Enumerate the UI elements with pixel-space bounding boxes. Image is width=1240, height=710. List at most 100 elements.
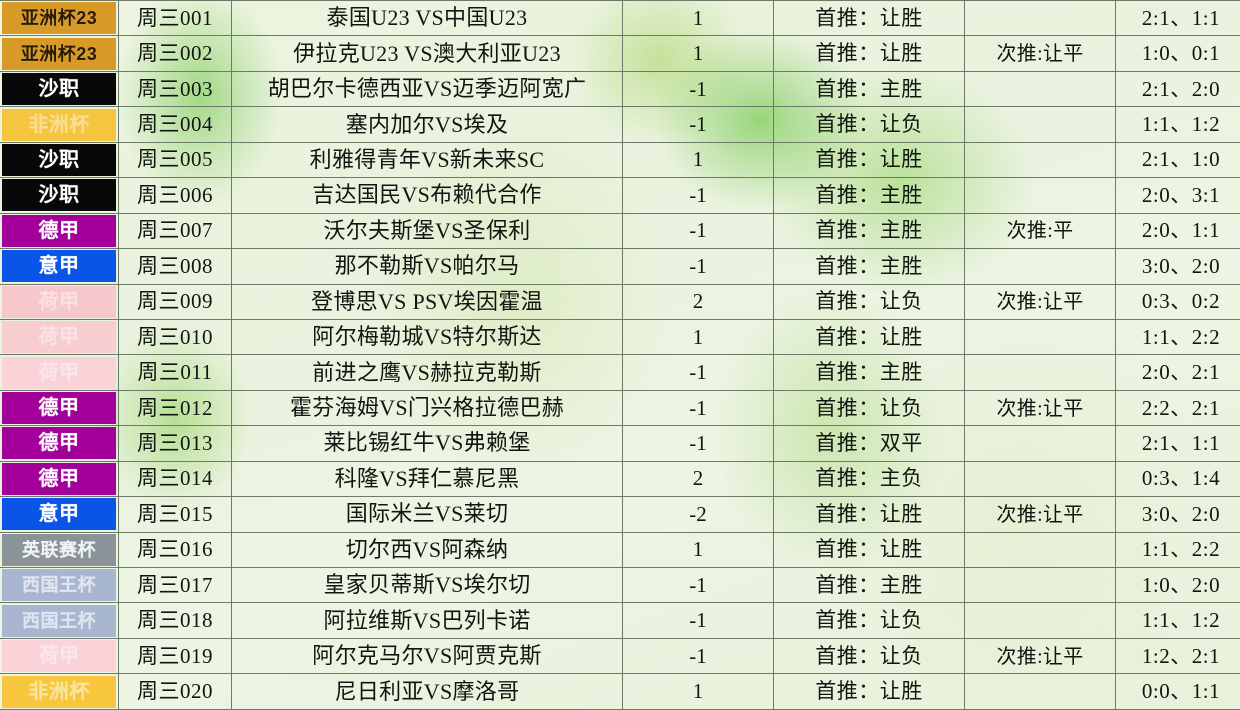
- match-id-label: 周三020: [137, 679, 213, 704]
- match-id-cell: 周三019: [118, 637, 232, 675]
- fixture-label: 国际米兰VS莱切: [345, 501, 509, 527]
- number-label: -1: [689, 608, 707, 633]
- league-badge: 意甲: [2, 250, 116, 283]
- match-id-label: 周三003: [137, 76, 213, 101]
- number-cell: 1: [622, 531, 774, 569]
- score-label: 2:0、3:1: [1141, 182, 1221, 207]
- score-label: 3:0、2:0: [1141, 253, 1221, 278]
- score-label: 1:0、2:0: [1141, 572, 1221, 597]
- table-row[interactable]: 沙职 周三005 利雅得青年VS新未来SC 1 首推：让胜 2:1、1:0: [0, 141, 1240, 179]
- league-tag-cell: 荷甲: [0, 283, 119, 320]
- league-tag-cell: 沙职: [0, 70, 119, 108]
- second-pick-cell: [964, 0, 1116, 37]
- match-id-cell: 周三005: [118, 141, 232, 179]
- number-label: -2: [689, 501, 707, 526]
- number-label: -1: [689, 572, 707, 597]
- number-label: -1: [689, 253, 707, 278]
- second-pick-label: 次推:让平: [996, 397, 1084, 420]
- table-row[interactable]: 非洲杯 周三004 塞内加尔VS埃及 -1 首推：让负 1:1、1:2: [0, 106, 1240, 143]
- first-pick-label: 首推：让负: [815, 395, 923, 420]
- first-pick-label: 首推：让负: [815, 643, 923, 668]
- table-row[interactable]: 沙职 周三003 胡巴尔卡德西亚VS迈季迈阿宽广 -1 首推：主胜 2:1、2:0: [0, 70, 1240, 108]
- fixture-cell: 霍芬海姆VS门兴格拉德巴赫: [231, 389, 623, 427]
- table-row[interactable]: 荷甲 周三011 前进之鹰VS赫拉克勒斯 -1 首推：主胜 2:0、2:1: [0, 354, 1240, 391]
- league-badge: 非洲杯: [2, 675, 116, 708]
- league-badge: 德甲: [2, 392, 116, 425]
- fixture-cell: 吉达国民VS布赖代合作: [231, 177, 623, 214]
- number-label: -1: [689, 395, 707, 420]
- league-badge: 亚洲杯23: [2, 37, 116, 70]
- table-row[interactable]: 意甲 周三015 国际米兰VS莱切 -2 首推：让胜 次推:让平 3:0、2:0: [0, 496, 1240, 533]
- match-id-label: 周三001: [137, 5, 213, 30]
- number-cell: -2: [622, 496, 774, 533]
- number-label: 1: [692, 324, 704, 349]
- fixture-label: 泰国U23 VS中国U23: [326, 5, 528, 31]
- number-cell: -1: [622, 354, 774, 391]
- league-badge: 英联赛杯: [2, 533, 116, 566]
- match-id-cell: 周三017: [118, 566, 232, 604]
- first-pick-cell: 首推：让胜: [773, 531, 965, 569]
- number-cell: -1: [622, 389, 774, 427]
- score-label: 0:3、1:4: [1141, 466, 1221, 491]
- league-tag-cell: 荷甲: [0, 637, 119, 675]
- fixture-label: 科隆VS拜仁慕尼黑: [334, 465, 520, 491]
- first-pick-cell: 首推：主胜: [773, 177, 965, 214]
- score-cell: 1:1、2:2: [1115, 531, 1240, 569]
- fixture-cell: 切尔西VS阿森纳: [231, 531, 623, 569]
- table-row[interactable]: 英联赛杯 周三016 切尔西VS阿森纳 1 首推：让胜 1:1、2:2: [0, 531, 1240, 569]
- first-pick-cell: 首推：让负: [773, 283, 965, 320]
- number-cell: 1: [622, 35, 774, 72]
- score-label: 2:1、1:0: [1141, 147, 1221, 172]
- table-row[interactable]: 德甲 周三007 沃尔夫斯堡VS圣保利 -1 首推：主胜 次推:平 2:0、1:1: [0, 212, 1240, 250]
- score-cell: 1:1、1:2: [1115, 602, 1240, 639]
- second-pick-label: 次推:让平: [996, 43, 1084, 66]
- match-id-label: 周三008: [137, 253, 213, 278]
- match-id-cell: 周三009: [118, 283, 232, 320]
- match-id-label: 周三006: [137, 182, 213, 207]
- score-cell: 1:1、2:2: [1115, 318, 1240, 356]
- second-pick-cell: 次推:让平: [964, 496, 1116, 533]
- league-badge: 沙职: [2, 179, 116, 212]
- fixture-label: 阿尔梅勒城VS特尔斯达: [312, 324, 542, 350]
- score-label: 1:2、2:1: [1141, 643, 1221, 668]
- table-row[interactable]: 西国王杯 周三017 皇家贝蒂斯VS埃尔切 -1 首推：主胜 1:0、2:0: [0, 566, 1240, 604]
- score-cell: 0:3、0:2: [1115, 283, 1240, 320]
- number-label: 1: [692, 5, 704, 30]
- table-row[interactable]: 意甲 周三008 那不勒斯VS帕尔马 -1 首推：主胜 3:0、2:0: [0, 248, 1240, 285]
- league-tag-cell: 沙职: [0, 141, 119, 179]
- score-cell: 1:2、2:1: [1115, 637, 1240, 675]
- match-id-cell: 周三008: [118, 248, 232, 285]
- match-id-label: 周三014: [137, 466, 213, 491]
- score-label: 0:0、1:1: [1141, 679, 1221, 704]
- second-pick-cell: [964, 248, 1116, 285]
- league-badge: 德甲: [2, 427, 116, 460]
- score-label: 1:1、1:2: [1141, 608, 1221, 633]
- table-row[interactable]: 沙职 周三006 吉达国民VS布赖代合作 -1 首推：主胜 2:0、3:1: [0, 177, 1240, 214]
- fixture-label: 尼日利亚VS摩洛哥: [334, 678, 520, 704]
- table-row[interactable]: 荷甲 周三009 登博思VS PSV埃因霍温 2 首推：让负 次推:让平 0:3、0:2: [0, 283, 1240, 320]
- first-pick-label: 首推：双平: [815, 430, 923, 455]
- league-tag-cell: 亚洲杯23: [0, 0, 119, 37]
- fixture-label: 霍芬海姆VS门兴格拉德巴赫: [289, 395, 565, 421]
- league-badge: 沙职: [2, 73, 116, 106]
- score-cell: 1:1、1:2: [1115, 106, 1240, 143]
- number-label: 2: [692, 289, 704, 314]
- number-cell: -1: [622, 106, 774, 143]
- table-row[interactable]: 荷甲 周三019 阿尔克马尔VS阿贾克斯 -1 首推：让负 次推:让平 1:2、2:1: [0, 637, 1240, 675]
- first-pick-label: 首推：主胜: [815, 182, 923, 207]
- league-tag-cell: 德甲: [0, 425, 119, 462]
- table-row[interactable]: 德甲 周三013 莱比锡红牛VS弗赖堡 -1 首推：双平 2:1、1:1: [0, 425, 1240, 462]
- table-row[interactable]: 亚洲杯23 周三002 伊拉克U23 VS澳大利亚U23 1 首推：让胜 次推:让平 1:0…: [0, 35, 1240, 72]
- fixture-cell: 登博思VS PSV埃因霍温: [231, 283, 623, 320]
- table-row[interactable]: 德甲 周三014 科隆VS拜仁慕尼黑 2 首推：主负 0:3、1:4: [0, 460, 1240, 498]
- second-pick-cell: [964, 177, 1116, 214]
- score-label: 2:0、2:1: [1141, 360, 1221, 385]
- table-row[interactable]: 西国王杯 周三018 阿拉维斯VS巴列卡诺 -1 首推：让负 1:1、1:2: [0, 602, 1240, 639]
- number-cell: 2: [622, 460, 774, 498]
- table-row[interactable]: 亚洲杯23 周三001 泰国U23 VS中国U23 1 首推：让胜 2:1、1:1: [0, 0, 1240, 37]
- table-row[interactable]: 荷甲 周三010 阿尔梅勒城VS特尔斯达 1 首推：让胜 1:1、2:2: [0, 318, 1240, 356]
- table-row[interactable]: 德甲 周三012 霍芬海姆VS门兴格拉德巴赫 -1 首推：让负 次推:让平 2:2、2:1: [0, 389, 1240, 427]
- first-pick-label: 首推：让胜: [815, 679, 923, 704]
- table-row[interactable]: 非洲杯 周三020 尼日利亚VS摩洛哥 1 首推：让胜 0:0、1:1: [0, 673, 1240, 710]
